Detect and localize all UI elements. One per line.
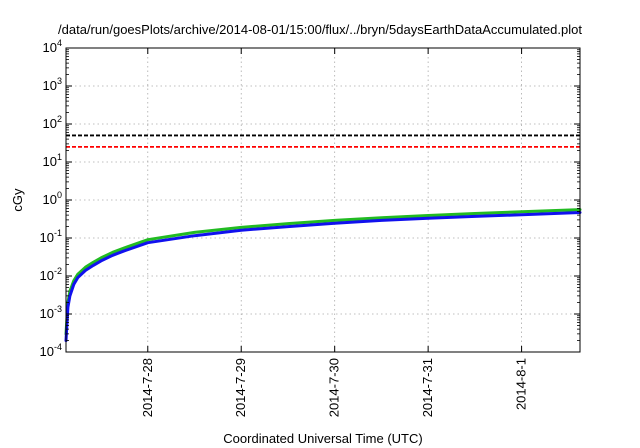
y-tick-label: 10-2 <box>40 266 62 283</box>
y-tick-labels: 10-4 10-3 10-2 10-1 100 101 102 103 104 <box>40 38 62 359</box>
x-tick-label: 2014-7-30 <box>327 358 342 417</box>
y-tick-label: 102 <box>43 114 62 131</box>
x-tick-labels: 2014-7-28 2014-7-29 2014-7-30 2014-7-31 2014… <box>140 358 529 417</box>
y-axis-label: cGy <box>10 188 25 212</box>
y-tick-label: 10-4 <box>40 342 62 359</box>
y-tick-label: 10-3 <box>40 304 62 321</box>
x-tick-label: 2014-7-29 <box>233 358 248 417</box>
chart-title: /data/run/goesPlots/archive/2014-08-01/1… <box>58 22 582 37</box>
y-tick-label: 10-1 <box>40 228 62 245</box>
x-axis-label: Coordinated Universal Time (UTC) <box>223 431 423 446</box>
threshold-lines <box>66 134 580 148</box>
x-tick-label: 2014-7-31 <box>420 358 435 417</box>
series-line <box>64 208 582 336</box>
tick-marks <box>66 47 580 353</box>
x-tick-label: 2014-7-28 <box>140 358 155 417</box>
series-line <box>64 211 582 343</box>
y-tick-label: 104 <box>43 38 62 55</box>
y-tick-label: 100 <box>43 190 62 207</box>
series-lines <box>64 208 582 343</box>
y-tick-label: 103 <box>43 76 62 93</box>
y-tick-label: 101 <box>43 152 62 169</box>
x-tick-label: 2014-8-1 <box>514 358 529 410</box>
grid-lines <box>66 48 580 352</box>
